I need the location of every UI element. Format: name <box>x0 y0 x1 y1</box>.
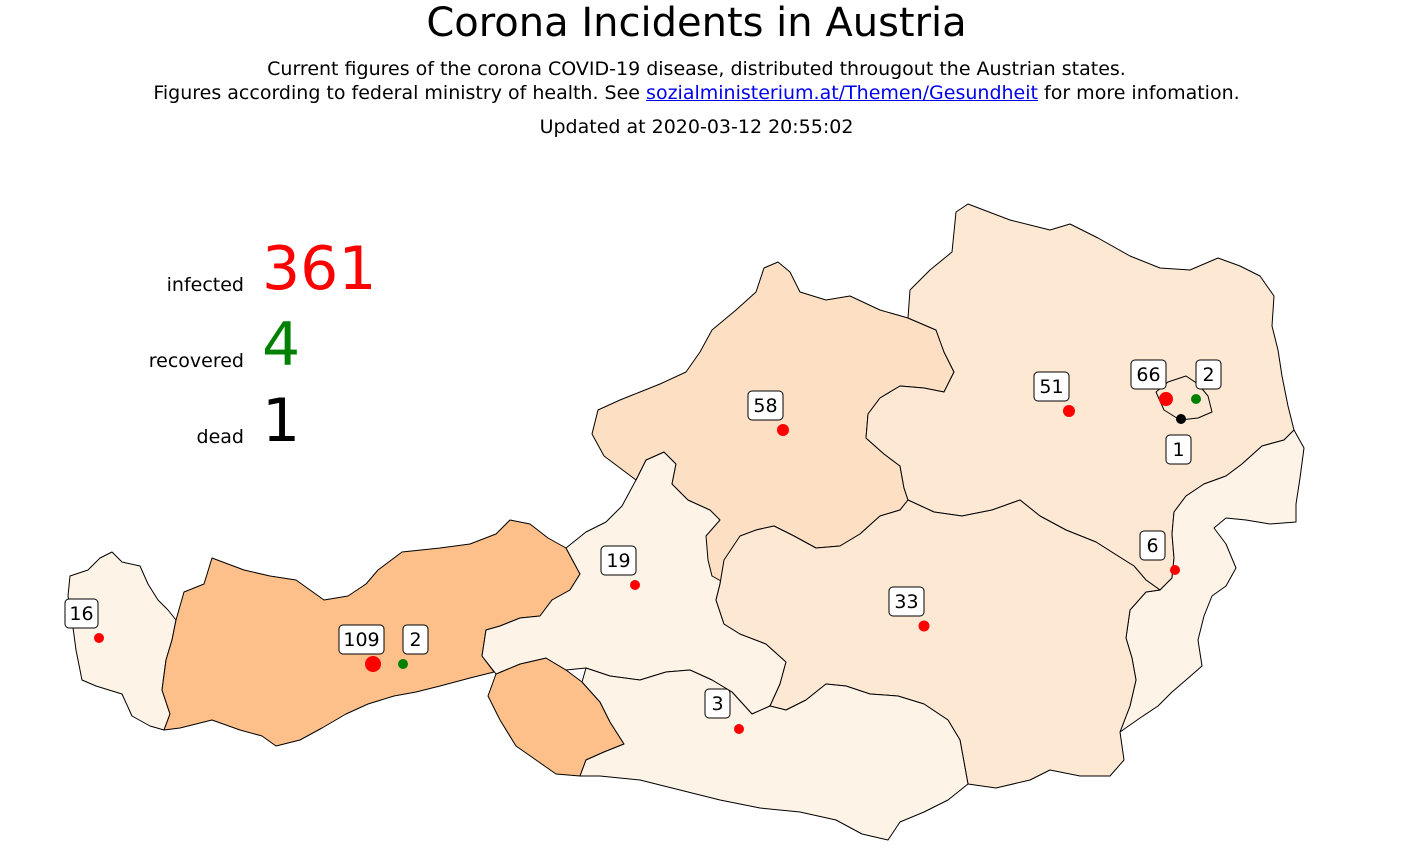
updated-timestamp: Updated at 2020-03-12 20:55:02 <box>539 116 854 138</box>
callout-label-wien-infected: 66 <box>1136 364 1160 386</box>
callout-label-burgenland: 6 <box>1146 535 1158 557</box>
callout-box-tirol-infected <box>338 624 385 655</box>
ministry-link[interactable]: sozialministerium.at/Themen/Gesundheit <box>646 82 1038 104</box>
callout-box-vorarlberg <box>64 598 99 629</box>
infected-count: 361 <box>262 234 377 304</box>
callout-box-kaernten <box>704 688 731 719</box>
callout-label-wien-dead: 1 <box>1172 439 1184 461</box>
callout-label-tirol-infected: 109 <box>343 629 379 651</box>
marker-steiermark-infected[interactable] <box>918 620 930 632</box>
callout-label-oberoesterreich: 58 <box>753 395 777 417</box>
marker-wien-infected[interactable] <box>1159 392 1173 406</box>
callout-box-wien-recovered <box>1195 359 1222 390</box>
callout-label-wien-recovered: 2 <box>1202 364 1214 386</box>
recovered-count: 4 <box>262 310 301 380</box>
state-vorarlberg[interactable] <box>67 551 177 731</box>
callout-label-niederoesterreich: 51 <box>1039 376 1063 398</box>
subtitle-line-2: Figures according to federal ministry of… <box>0 81 1393 105</box>
subtitle: Current figures of the corona COVID-19 d… <box>0 57 1393 105</box>
subtitle-line-2-end: for more infomation. <box>1044 82 1240 104</box>
marker-kaernten-infected[interactable] <box>734 724 744 734</box>
dead-count: 1 <box>262 386 301 456</box>
callout-box-wien-dead <box>1165 434 1192 465</box>
callout-label-steiermark: 33 <box>894 591 918 613</box>
marker-tirol-infected[interactable] <box>365 656 381 672</box>
marker-wien-recovered[interactable] <box>1191 394 1201 404</box>
state-burgenland[interactable] <box>1119 429 1305 733</box>
marker-salzburg-infected[interactable] <box>630 580 640 590</box>
marker-niederoesterreich-infected[interactable] <box>1063 405 1075 417</box>
subtitle-line-1: Current figures of the corona COVID-19 d… <box>267 58 1126 80</box>
callout-box-salzburg <box>600 545 637 576</box>
marker-oberoesterreich-infected[interactable] <box>777 424 789 436</box>
marker-burgenland-infected[interactable] <box>1170 565 1180 575</box>
callout-box-steiermark <box>888 586 925 617</box>
callout-box-burgenland <box>1139 530 1166 561</box>
callout-label-salzburg: 19 <box>606 550 630 572</box>
callout-box-oberoesterreich <box>747 390 784 421</box>
callout-label-kaernten: 3 <box>711 693 723 715</box>
callout-label-vorarlberg: 16 <box>69 603 93 625</box>
callout-box-wien-infected <box>1130 359 1167 390</box>
subtitle-line-2-start: Figures according to federal ministry of… <box>153 82 640 104</box>
marker-vorarlberg-infected[interactable] <box>94 633 104 643</box>
infected-label: infected <box>166 274 244 296</box>
marker-tirol-recovered[interactable] <box>398 659 408 669</box>
callout-box-niederoesterreich <box>1033 371 1070 402</box>
dead-label: dead <box>196 426 244 448</box>
page-title: Corona Incidents in Austria <box>426 0 967 46</box>
recovered-label: recovered <box>148 350 244 372</box>
callout-label-tirol-recovered: 2 <box>409 629 421 651</box>
callout-box-tirol-recovered <box>402 624 429 655</box>
state-steiermark[interactable] <box>715 499 1161 789</box>
state-kaernten[interactable] <box>579 667 969 841</box>
marker-wien-dead[interactable] <box>1176 414 1186 424</box>
